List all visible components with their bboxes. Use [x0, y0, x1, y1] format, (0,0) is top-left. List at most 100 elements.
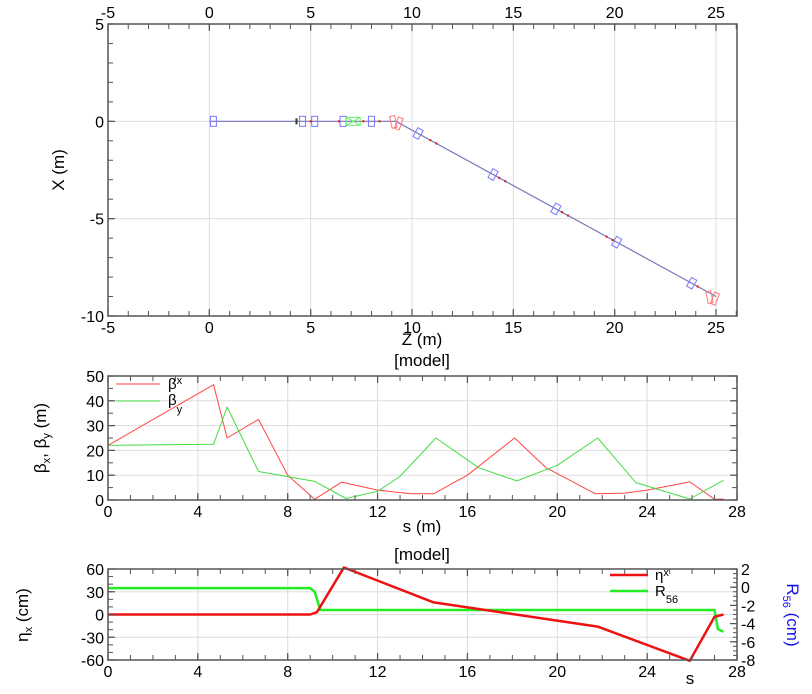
beta-y-curve: [107, 406, 724, 500]
beamline-path: [209, 120, 717, 298]
quadrupole-icon: [550, 202, 562, 216]
y-right-tick-label: -4: [741, 617, 755, 634]
legend-beta-y-label: βy: [168, 392, 183, 416]
x-tick-label: 12: [369, 664, 387, 681]
x-tick-label: 20: [606, 320, 624, 337]
quadrupole-icon: [412, 127, 424, 141]
dispersion-xlabel: s: [686, 669, 695, 688]
x-tick-label: 15: [504, 320, 522, 337]
marker-icon: [362, 120, 365, 123]
y-tick-label: -5: [90, 212, 104, 229]
marker-icon: [504, 180, 507, 183]
beta-ticks: 0 4 8 12 16 20 24 28 0 10 20 30 40 50: [86, 369, 746, 521]
marker-icon: [611, 238, 614, 242]
x-tick-label-top: 20: [606, 5, 624, 22]
y-tick-label: 0: [95, 114, 104, 131]
beta-grid: [107, 375, 738, 501]
y-right-tick-label: 0: [741, 580, 750, 597]
beta-legend: βx βy: [116, 375, 183, 416]
beta-xlabel: s (m): [403, 517, 442, 536]
marker-icon: [435, 142, 438, 145]
x-tick-label: 16: [459, 504, 477, 521]
floor-plan-xlabel: Z (m): [402, 330, 443, 349]
x-tick-label: 24: [638, 504, 656, 521]
y-right-tick-label: -8: [741, 653, 755, 670]
y-tick-label: -10: [81, 309, 104, 326]
marker-icon: [309, 120, 312, 123]
y-tick-label: 5: [95, 17, 104, 34]
beta-function-plot: [model] 0 4 8 12 16 20 24 28 0 10 20 30 40 50 s (m) β…: [31, 351, 746, 536]
x-tick-label-top: 0: [205, 5, 214, 22]
quadrupole-icon: [299, 115, 307, 127]
floor-plan-ylabel: X (m): [49, 149, 68, 191]
y-right-tick-label: -2: [741, 598, 755, 615]
x-tick-label-top: 15: [504, 5, 522, 22]
monitor-icon: [295, 118, 298, 125]
marker-icon: [605, 235, 608, 238]
x-tick-label: 4: [193, 504, 202, 521]
y-tick-label: 20: [86, 443, 104, 460]
y-tick-label: 0: [95, 493, 104, 510]
quadrupole-icon: [487, 168, 499, 182]
y-tick-label: 50: [86, 369, 104, 386]
eta-x-curve: [108, 566, 724, 663]
x-tick-label: 0: [104, 664, 113, 681]
y-right-tick-label: -6: [741, 635, 755, 652]
marker-icon: [696, 285, 699, 288]
x-tick-label: 0: [104, 504, 113, 521]
x-tick-label: 24: [638, 664, 656, 681]
legend-beta-x-label: βx: [168, 375, 183, 393]
quadrupole-icon: [610, 235, 623, 249]
y-tick-label: 40: [86, 394, 104, 411]
dispersion-ylabel: ηx (cm): [13, 588, 35, 642]
x-tick-label: 12: [369, 504, 387, 521]
r56-curve: [108, 586, 725, 633]
beamline-elements: [209, 114, 720, 306]
x-tick-label: 25: [707, 320, 725, 337]
x-tick-label-top: 5: [306, 5, 315, 22]
y-right-tick-label: 2: [741, 562, 750, 579]
r56-ylabel: R56 (cm): [780, 583, 802, 646]
x-tick-label: 28: [728, 504, 746, 521]
legend-eta-label: ηx: [655, 567, 669, 584]
x-tick-label: 8: [283, 664, 292, 681]
y-tick-label: 60: [86, 562, 104, 579]
x-tick-label: 4: [193, 664, 202, 681]
x-tick-label: 16: [459, 664, 477, 681]
x-tick-label: -5: [101, 320, 115, 337]
y-tick-label: -30: [81, 630, 104, 647]
x-tick-label: 28: [728, 664, 746, 681]
y-tick-label: 30: [86, 585, 104, 602]
dispersion-legend: ηx R56: [610, 567, 678, 606]
beta-ylabel: βx, βy (m): [31, 403, 53, 473]
dispersion-curves: [108, 566, 725, 663]
beta-plot-frame: [107, 375, 738, 501]
x-tick-label: 20: [548, 664, 566, 681]
beta-x-curve: [107, 384, 724, 500]
x-tick-label: 5: [306, 320, 315, 337]
beta-curves: [107, 384, 724, 500]
x-tick-label-top: -5: [101, 5, 115, 22]
x-tick-label: 10: [403, 320, 421, 337]
x-tick-label: 20: [548, 504, 566, 521]
y-tick-label: -60: [81, 653, 104, 670]
beta-plot-title: [model]: [394, 351, 450, 370]
marker-icon: [560, 211, 564, 214]
quadrupole-icon: [685, 276, 698, 290]
beamline-line: [209, 120, 717, 298]
marker-icon: [566, 214, 570, 217]
bend-icon: [393, 116, 404, 131]
quadrupole-icon: [367, 115, 375, 127]
marker-icon: [378, 120, 381, 123]
bend-icon: [709, 291, 720, 306]
marker-icon: [337, 120, 341, 123]
marker-icon: [429, 138, 432, 142]
marker-icon: [497, 176, 501, 180]
y-tick-label: 0: [95, 608, 104, 625]
solenoid-cross: [345, 116, 361, 126]
x-tick-label-top: 10: [403, 5, 421, 22]
